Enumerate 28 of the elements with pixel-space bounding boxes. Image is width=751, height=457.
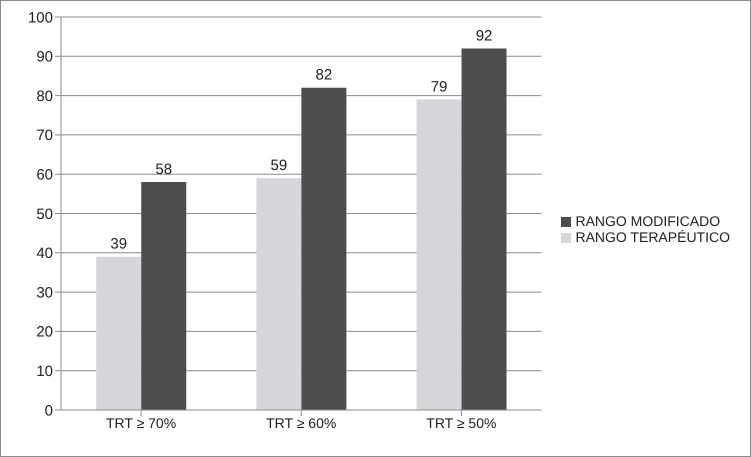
x-tick-label: TRT ≥ 60% [266,414,336,431]
y-tick-label: 100 [28,9,53,26]
data-label: 58 [155,161,172,178]
y-tick-label: 20 [36,324,53,341]
data-label: 79 [430,78,448,96]
y-tick-label: 30 [36,284,53,302]
legend-label: RANGO MODIFICADO [575,212,720,228]
bar [141,182,186,410]
y-tick-label: 90 [36,48,53,66]
data-label: 39 [110,236,128,253]
y-tick-label: 80 [36,88,53,105]
data-label: 59 [270,157,288,174]
bar [462,48,507,410]
bar [256,178,302,410]
y-tick-label: 10 [36,363,53,380]
bar [416,100,462,410]
y-tick-label: 0 [44,402,53,420]
data-label: 82 [316,66,332,84]
legend-label: RANGO TERAPÉUTICO [575,228,730,244]
y-tick-label: 60 [36,166,53,184]
y-tick-label: 50 [36,206,53,223]
y-tick-label: 70 [36,127,53,144]
data-label: 92 [476,27,492,44]
bar [96,256,142,410]
x-tick-label: TRT ≥ 70% [106,414,176,431]
x-tick-label: TRT ≥ 50% [426,414,496,431]
y-tick-label: 40 [36,245,53,262]
bar [301,88,346,410]
